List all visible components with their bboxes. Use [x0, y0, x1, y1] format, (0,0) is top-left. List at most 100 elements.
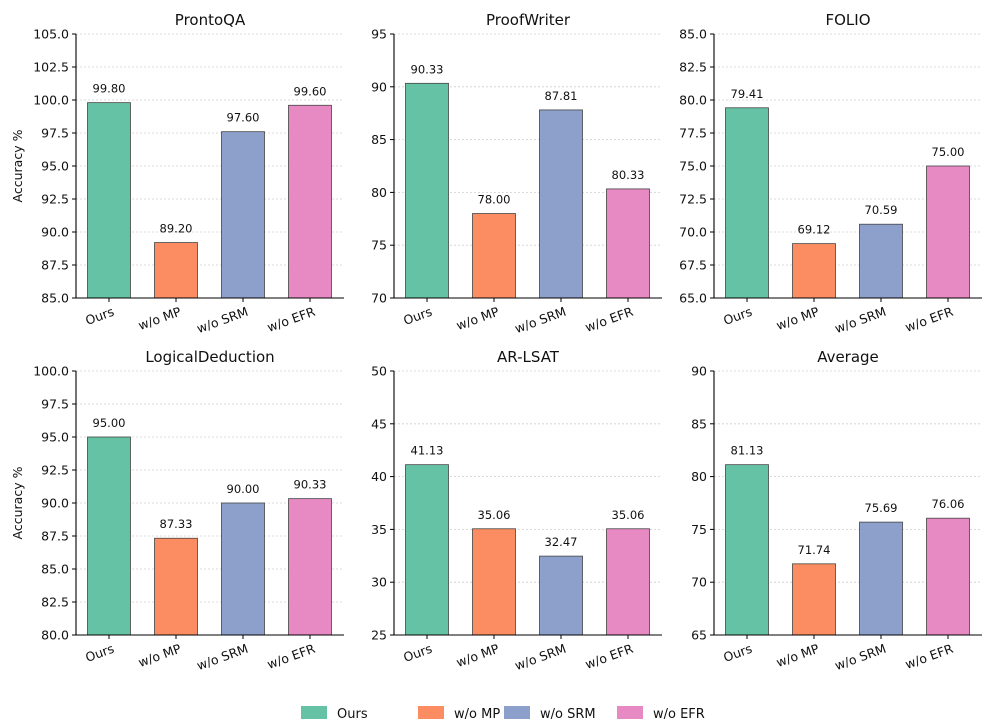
y-tick-label: 35 — [371, 522, 387, 537]
y-tick-label: 102.5 — [33, 60, 69, 75]
bar-w-o-srm — [221, 131, 265, 299]
y-tick-label: 70 — [371, 291, 387, 306]
bar-ours — [725, 464, 769, 636]
bar-w-o-srm — [859, 223, 903, 299]
bar-w-o-mp — [472, 213, 516, 299]
x-tick-label: w/o MP — [136, 304, 183, 333]
x-tick-label: Ours — [401, 641, 434, 665]
panel-ar-lsat: AR-LSAT 25 30 35 40 45 50 41.13 Ours 35.06 w/o MP 3… — [371, 348, 662, 673]
y-tick-label: 25 — [371, 628, 387, 643]
x-tick-label: w/o MP — [454, 304, 501, 333]
x-tick-label: w/o MP — [774, 304, 821, 333]
data-label: 97.60 — [227, 111, 260, 125]
x-tick-label: Ours — [83, 641, 116, 665]
legend-swatch — [504, 706, 530, 719]
data-label: 90.33 — [411, 62, 444, 76]
legend-label: Ours — [337, 707, 368, 722]
y-tick-label: 90 — [691, 364, 707, 379]
data-label: 75.69 — [865, 501, 898, 515]
bar-ours — [87, 102, 131, 299]
bar-w-o-efr — [926, 517, 970, 636]
y-tick-label: 70.0 — [679, 225, 707, 240]
y-tick-label: 100.0 — [33, 93, 69, 108]
y-tick-label: 80 — [371, 185, 387, 200]
chart-panels: ProntoQA 85.0 87.5 90.0 92.5 95.0 97.5 100.0 102… — [10, 11, 982, 673]
data-label: 89.20 — [160, 222, 193, 236]
y-tick-label: 100.0 — [33, 364, 69, 379]
legend-label: w/o EFR — [653, 707, 705, 722]
x-tick-label: w/o SRM — [195, 304, 250, 336]
panel-title: FOLIO — [825, 11, 870, 29]
x-tick-label: w/o EFR — [265, 641, 317, 672]
legend-swatch — [418, 706, 444, 719]
x-tick-label: w/o SRM — [513, 641, 568, 673]
x-tick-label: Ours — [83, 304, 116, 328]
panel-title: ProofWriter — [486, 11, 571, 29]
data-label: 78.00 — [478, 193, 511, 207]
panel-proofwriter: ProofWriter 70 75 80 85 90 95 90.33 Ours 78.00 w/o… — [371, 11, 662, 336]
y-tick-label: 95.0 — [41, 159, 69, 174]
bar-w-o-srm — [859, 521, 903, 636]
bar-w-o-mp — [792, 243, 836, 299]
x-tick-label: w/o MP — [774, 641, 821, 670]
y-tick-label: 40 — [371, 469, 387, 484]
y-axis-label: Accuracy % — [10, 129, 25, 202]
x-tick-label: w/o EFR — [265, 304, 317, 335]
x-tick-label: Ours — [721, 304, 754, 328]
y-tick-label: 97.5 — [41, 126, 69, 141]
data-label: 90.33 — [294, 478, 327, 492]
data-label: 35.06 — [612, 508, 645, 522]
data-label: 80.33 — [612, 168, 645, 182]
x-tick-label: Ours — [401, 304, 434, 328]
panel-title: ProntoQA — [175, 11, 246, 29]
data-label: 70.59 — [865, 203, 898, 217]
y-tick-label: 90.0 — [41, 496, 69, 511]
data-label: 75.00 — [932, 145, 965, 159]
bar-w-o-efr — [926, 165, 970, 299]
data-label: 90.00 — [227, 482, 260, 496]
data-label: 76.06 — [932, 497, 965, 511]
x-tick-label: w/o MP — [454, 641, 501, 670]
bar-w-o-mp — [472, 528, 516, 636]
bar-w-o-mp — [154, 242, 198, 299]
y-tick-label: 92.5 — [41, 463, 69, 478]
bar-w-o-srm — [539, 555, 583, 636]
data-label: 35.06 — [478, 508, 511, 522]
legend-label: w/o MP — [454, 707, 500, 722]
y-tick-label: 95.0 — [41, 430, 69, 445]
data-label: 69.12 — [798, 223, 831, 237]
data-label: 99.60 — [294, 84, 327, 98]
y-tick-label: 67.5 — [679, 258, 707, 273]
data-label: 41.13 — [411, 444, 444, 458]
bar-w-o-efr — [288, 498, 332, 636]
data-label: 87.33 — [160, 517, 193, 531]
y-tick-label: 97.5 — [41, 397, 69, 412]
bar-ours — [87, 436, 131, 636]
y-tick-label: 85 — [691, 416, 707, 431]
x-tick-label: w/o SRM — [195, 641, 250, 673]
y-tick-label: 95 — [371, 27, 387, 42]
y-axis-label: Accuracy % — [10, 466, 25, 539]
y-tick-label: 65.0 — [679, 291, 707, 306]
y-tick-label: 65 — [691, 628, 707, 643]
y-tick-label: 85.0 — [679, 27, 707, 42]
y-tick-label: 80 — [691, 469, 707, 484]
data-label: 99.80 — [93, 82, 126, 96]
bar-w-o-mp — [154, 537, 198, 636]
bar-w-o-efr — [288, 104, 332, 299]
bar-w-o-mp — [792, 563, 836, 636]
data-label: 95.00 — [93, 416, 126, 430]
y-tick-label: 85.0 — [41, 291, 69, 306]
bar-ours — [405, 82, 449, 299]
panel-prontoqa: ProntoQA 85.0 87.5 90.0 92.5 95.0 97.5 100.0 102… — [10, 11, 344, 336]
legend-swatch — [617, 706, 643, 719]
y-tick-label: 87.5 — [41, 258, 69, 273]
data-label: 32.47 — [545, 535, 578, 549]
data-label: 79.41 — [731, 87, 764, 101]
y-tick-label: 75 — [691, 522, 707, 537]
y-tick-label: 87.5 — [41, 529, 69, 544]
panel-title: LogicalDeduction — [145, 348, 274, 366]
data-label: 87.81 — [545, 89, 578, 103]
bar-w-o-efr — [606, 528, 650, 636]
data-label: 71.74 — [798, 543, 831, 557]
